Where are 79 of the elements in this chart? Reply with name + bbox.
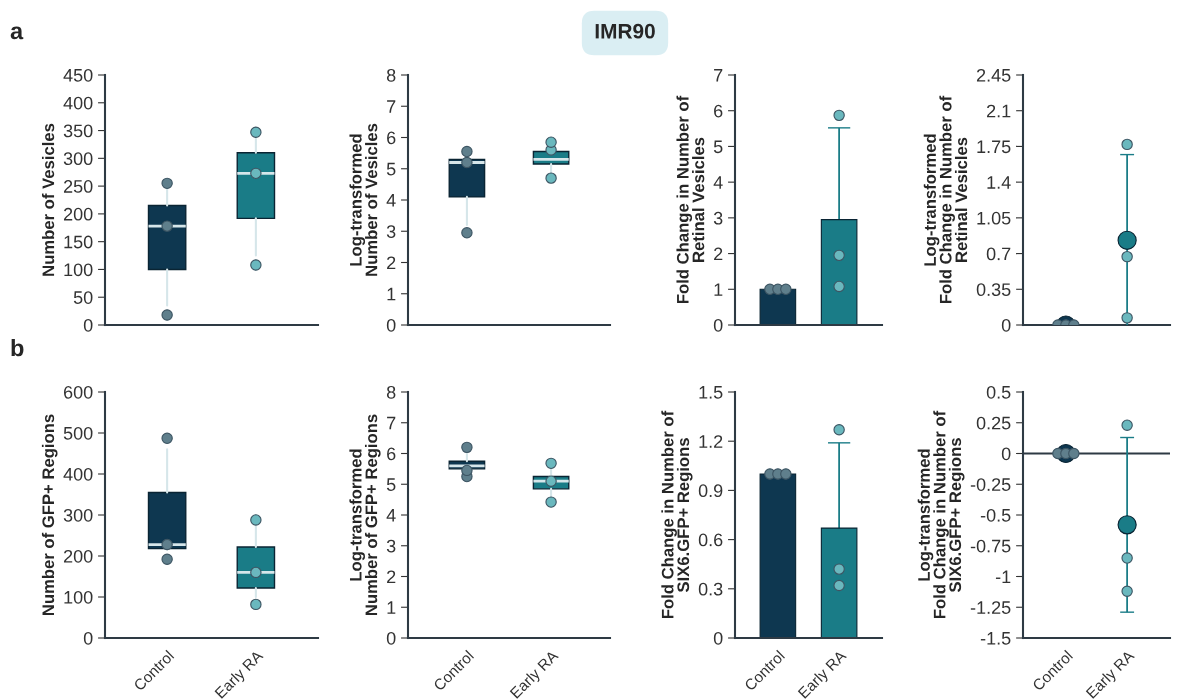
y-tick-label: 4 bbox=[386, 194, 396, 207]
y-tick-label: 0 bbox=[1001, 318, 1011, 332]
text: b bbox=[11, 338, 24, 357]
y-tick-label: 2.45 bbox=[976, 68, 1011, 82]
y-tick-label: -1 bbox=[995, 570, 1011, 584]
y-tick-label: 1 bbox=[387, 287, 396, 301]
y-tick-label: 7 bbox=[387, 100, 396, 113]
y-tick-label: 8 bbox=[386, 385, 396, 399]
y-axis-title: Log-transformed Fold Change in Number of SIX6.GFP+ Regions bbox=[917, 410, 965, 619]
y-tick-label: 5 bbox=[386, 162, 396, 176]
text: a bbox=[10, 26, 24, 40]
y-tick-label: 0 bbox=[1001, 447, 1011, 461]
text: Number of GFP+ Regions bbox=[41, 414, 58, 616]
y-tick-label: 100 bbox=[64, 263, 93, 277]
y-tick-label: -0.75 bbox=[970, 539, 1011, 553]
y-tick-label: 7 bbox=[714, 69, 723, 82]
y-tick-label: 450 bbox=[63, 68, 93, 82]
y-tick-label: 1 bbox=[714, 283, 723, 296]
y-tick-label: 0 bbox=[713, 318, 723, 332]
y-tick-label: 2 bbox=[714, 247, 723, 261]
y-tick-label: 400 bbox=[63, 467, 93, 481]
y-tick-label: 5 bbox=[386, 478, 396, 491]
y-tick-label: 500 bbox=[63, 426, 93, 440]
y-tick-label: 100 bbox=[64, 590, 93, 604]
y-tick-label: 3 bbox=[713, 211, 723, 225]
y-axis-title: Fold Change in Number of Retinal Vesicles bbox=[676, 95, 705, 304]
y-tick-label: 3 bbox=[386, 225, 396, 238]
y-tick-label: 0.3 bbox=[698, 582, 723, 596]
y-tick-label: 1.75 bbox=[977, 140, 1011, 154]
y-axis-title: Fold Change in Number of SIX6.GFP+ Regions bbox=[661, 410, 693, 619]
y-tick-label: 0 bbox=[713, 631, 723, 645]
y-tick-label: 4 bbox=[386, 509, 396, 522]
text: Log-transformed bbox=[349, 449, 365, 581]
y-tick-label: -1.25 bbox=[970, 601, 1011, 614]
y-tick-label: 6 bbox=[387, 447, 396, 461]
text: Log-transformed bbox=[349, 134, 366, 266]
y-tick-label: 1.2 bbox=[699, 435, 723, 448]
y-tick-label: 200 bbox=[63, 207, 93, 221]
y-tick-label: 400 bbox=[63, 96, 93, 110]
text: Number of Vesicles bbox=[41, 123, 55, 276]
y-tick-label: 600 bbox=[63, 385, 93, 399]
y-tick-label: 3 bbox=[386, 539, 396, 553]
y-tick-label: 7 bbox=[387, 416, 396, 430]
y-tick-label: 8 bbox=[386, 68, 396, 82]
y-tick-label: 0 bbox=[386, 318, 396, 332]
y-tick-label: 250 bbox=[63, 180, 93, 193]
y-tick-label: 1 bbox=[387, 601, 396, 614]
y-tick-label: 150 bbox=[64, 235, 93, 249]
y-tick-label: 1.5 bbox=[699, 386, 723, 399]
y-tick-label: -0.25 bbox=[970, 478, 1011, 491]
y-tick-label: -0.5 bbox=[980, 508, 1011, 522]
y-axis-title: Log-transformed Fold Change in Number of Retinal Vesicles bbox=[923, 95, 968, 304]
y-tick-label: 0.6 bbox=[698, 533, 723, 547]
y-axis-title: Number of Vesicles bbox=[365, 123, 378, 276]
y-tick-label: 4 bbox=[713, 176, 723, 189]
y-tick-label: 5 bbox=[713, 140, 723, 154]
y-tick-label: 300 bbox=[63, 508, 93, 522]
y-tick-label: 6 bbox=[714, 104, 723, 118]
y-tick-label: 2 bbox=[387, 256, 396, 270]
y-tick-label: 0.7 bbox=[986, 247, 1011, 261]
y-tick-label: 6 bbox=[387, 131, 396, 145]
y-tick-label: 0.9 bbox=[698, 484, 723, 498]
y-tick-label: 0.5 bbox=[986, 385, 1011, 399]
y-tick-label: 0 bbox=[83, 318, 93, 332]
y-tick-label: 1.05 bbox=[977, 211, 1011, 225]
y-tick-label: 0.35 bbox=[976, 283, 1011, 297]
y-tick-label: 350 bbox=[63, 124, 93, 138]
y-tick-label: 2 bbox=[387, 570, 396, 584]
y-axis-title: Number of GFP+ Regions bbox=[364, 414, 381, 616]
y-tick-label: 300 bbox=[63, 152, 93, 166]
y-tick-label: 2.1 bbox=[987, 104, 1011, 118]
y-tick-label: -1.5 bbox=[980, 632, 1011, 645]
y-tick-label: 200 bbox=[63, 549, 93, 563]
y-tick-label: 0 bbox=[386, 631, 396, 645]
y-tick-label: 1.4 bbox=[987, 176, 1011, 189]
y-tick-label: 50 bbox=[73, 291, 93, 304]
y-tick-label: 0 bbox=[83, 631, 93, 645]
chart-title: IMR90 bbox=[595, 23, 655, 39]
y-tick-label: 0.25 bbox=[976, 416, 1011, 430]
